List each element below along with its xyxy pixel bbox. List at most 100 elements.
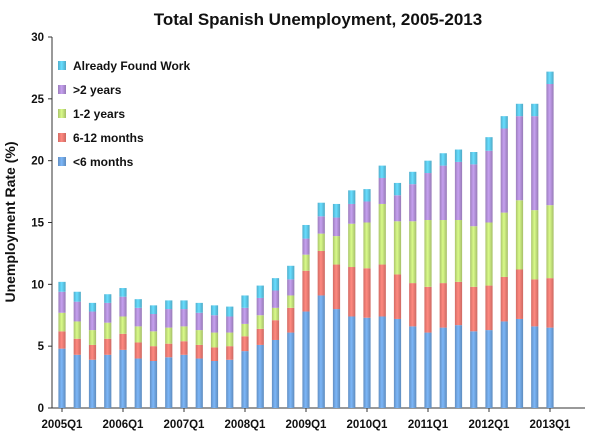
bar-stack-2010Q4 (409, 171, 417, 408)
bar-segment (165, 327, 173, 344)
bar-segment (393, 318, 402, 408)
bar-stack-2012Q3 (515, 103, 524, 408)
bar-segment (424, 220, 432, 287)
bar-segment (531, 103, 539, 117)
bar-segment (134, 358, 142, 408)
bar-segment (104, 322, 112, 339)
bar-segment (332, 203, 341, 218)
bar-segment (271, 278, 280, 291)
bar-segment (58, 281, 66, 292)
bar-segment (332, 309, 341, 408)
y-axis-label: Unemployment Rate (%) (2, 141, 18, 302)
bar-segment (409, 171, 417, 185)
bar-segment (439, 165, 447, 221)
legend: Already Found Work >2 years 1-2 years 6-12 … (58, 59, 190, 169)
bar-segment (119, 349, 127, 408)
bar-segment (149, 314, 158, 332)
bar-segment (241, 336, 249, 352)
bar-segment (88, 302, 97, 312)
x-tick-label: 2011Q1 (408, 419, 449, 431)
bar-segment (241, 307, 249, 324)
bar-segment (531, 116, 539, 211)
legend-label: <6 months (73, 155, 134, 169)
bar-stack-2010Q1 (363, 189, 371, 408)
bar-stack-2012Q2 (500, 116, 508, 408)
bar-segment (409, 184, 417, 222)
bar-segment (424, 173, 432, 221)
bar-segment (515, 116, 524, 201)
bar-segment (73, 338, 81, 355)
bar-segment (195, 330, 203, 345)
bar-segment (317, 233, 325, 251)
bar-segment (485, 137, 493, 151)
bar-segment (241, 295, 249, 308)
bar-segment (378, 165, 386, 178)
bar-stack-2007Q1 (180, 300, 188, 408)
bar-stack-2012Q1 (485, 137, 493, 408)
bar-segment (149, 346, 158, 362)
bar-segment (287, 279, 295, 296)
y-tick-label: 0 (38, 403, 44, 415)
bar-segment (500, 276, 508, 322)
bar-segment (104, 338, 112, 355)
bar-stack-2011Q4 (470, 152, 478, 408)
bar-segment (241, 351, 249, 408)
bar-segment (500, 128, 508, 213)
bar-segment (195, 302, 203, 313)
bar-segment (378, 203, 386, 265)
bar-segment (88, 344, 97, 360)
bar-segment (500, 212, 508, 277)
bar-segment (470, 226, 478, 287)
x-tick-label: 2010Q1 (347, 419, 389, 431)
bar-segment (210, 347, 219, 362)
bar-stack-2005Q4 (104, 294, 112, 408)
bar-segment (317, 250, 325, 296)
bar-stack-2011Q1 (424, 160, 432, 408)
bar-segment (439, 327, 447, 408)
legend-label: 1-2 years (73, 107, 125, 121)
x-tick-label: 2005Q1 (42, 419, 84, 431)
bar-segment (88, 311, 97, 331)
bar-segment (485, 150, 493, 223)
bar-segment (439, 220, 447, 284)
bar-segment (180, 309, 188, 327)
bar-stack-2007Q4 (226, 306, 234, 408)
bar-segment (73, 301, 81, 322)
bar-segment (393, 182, 402, 196)
bar-segment (149, 305, 158, 315)
bar-segment (119, 333, 127, 350)
bar-segment (515, 103, 524, 117)
bar-segment (119, 316, 127, 334)
y-tick-label: 20 (31, 156, 44, 168)
bar-segment (424, 286, 432, 333)
bar-segment (58, 331, 66, 349)
bar-segment (454, 220, 463, 282)
bar-segment (317, 295, 325, 408)
bar-segment (73, 354, 81, 408)
bar-segment (439, 153, 447, 166)
bar-segment (195, 312, 203, 331)
y-tick-label: 15 (31, 218, 44, 230)
bar-stack-2006Q2 (134, 299, 142, 408)
bar-segment (180, 341, 188, 355)
bar-segment (73, 291, 81, 302)
bar-segment (500, 321, 508, 408)
bar-stack-2009Q1 (302, 224, 310, 408)
bar-segment (485, 222, 493, 286)
bar-segment (378, 264, 386, 317)
bar-segment (470, 164, 478, 227)
legend-swatch (58, 61, 66, 70)
bar-stack-2011Q2 (439, 153, 447, 408)
bar-segment (500, 116, 508, 129)
bar-segment (470, 286, 478, 332)
bar-segment (409, 221, 417, 284)
bar-segment (546, 205, 554, 279)
bar-segment (409, 326, 417, 408)
bar-segment (134, 299, 142, 308)
bar-stack-2009Q3 (332, 203, 341, 408)
bar-segment (271, 290, 280, 308)
bar-segment (546, 327, 554, 408)
y-tick-label: 25 (31, 94, 44, 106)
bar-segment (393, 195, 402, 222)
bar-segment (226, 346, 234, 360)
